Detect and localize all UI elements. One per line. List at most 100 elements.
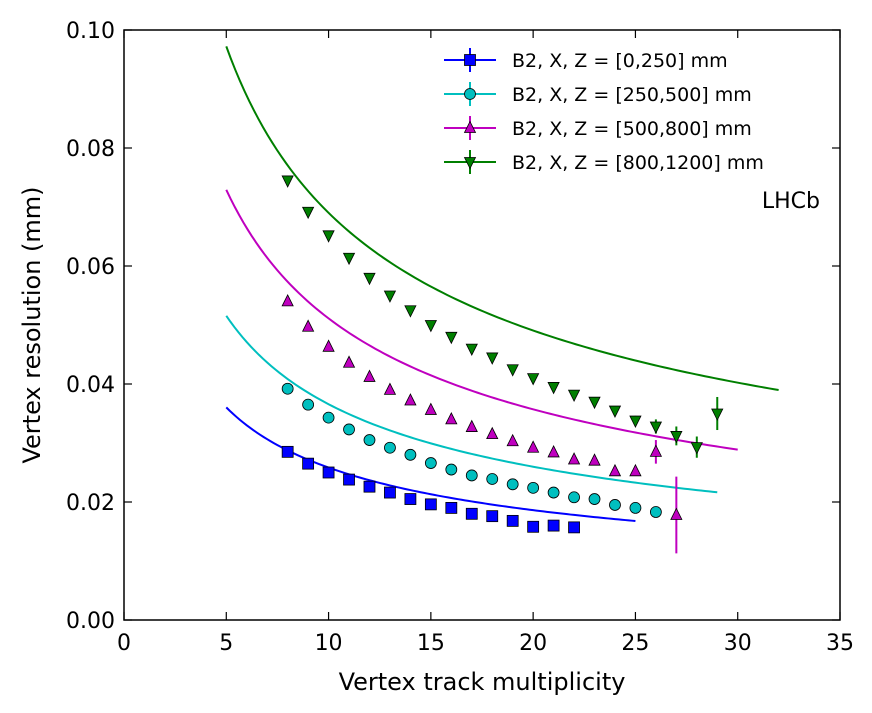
data-point — [384, 486, 396, 499]
data-point — [547, 519, 560, 532]
data-point — [281, 445, 294, 458]
data-point — [486, 510, 499, 523]
data-point — [526, 373, 540, 386]
data-point — [343, 423, 355, 436]
data-point — [445, 331, 458, 345]
data-point — [568, 491, 580, 504]
data-point — [608, 405, 622, 418]
data-point — [404, 493, 417, 505]
legend-label: B2, X, Z = [800,1200] mm — [512, 152, 764, 174]
plot-frame — [123, 29, 841, 621]
data-point — [649, 421, 663, 434]
y-tick-label: 0.10 — [66, 19, 115, 44]
data-point — [363, 434, 376, 446]
fit-curves — [225, 45, 779, 522]
data-point — [690, 442, 703, 455]
data-point — [424, 402, 438, 415]
data-point — [629, 415, 642, 428]
x-tick-label: 15 — [417, 631, 445, 656]
fit-curve-4 — [225, 45, 779, 392]
data-point — [343, 473, 355, 486]
data-point — [465, 469, 478, 482]
data-point — [322, 466, 335, 479]
data-point — [547, 445, 560, 458]
legend-marker — [463, 120, 477, 133]
data-point — [486, 426, 499, 440]
data-point — [404, 305, 417, 318]
data-point — [506, 364, 519, 377]
fit-curve-2 — [225, 315, 718, 494]
data-point — [424, 457, 437, 469]
data-point — [404, 393, 417, 406]
data-point — [302, 398, 315, 411]
data-point — [465, 419, 478, 432]
data-point — [670, 507, 683, 520]
data-point — [383, 382, 397, 395]
data-point — [568, 521, 580, 534]
data-point — [506, 433, 519, 447]
data-point — [383, 290, 397, 303]
y-tick-label: 0.00 — [66, 609, 115, 634]
data-point — [363, 369, 376, 382]
fit-curve-1 — [225, 406, 636, 522]
data-point — [567, 389, 581, 403]
fit-curve-3 — [225, 189, 738, 451]
legend-label: B2, X, Z = [500,800] mm — [512, 118, 752, 140]
legend-label: B2, X, Z = [250,500] mm — [512, 84, 752, 106]
data-point — [486, 352, 499, 365]
data-point — [445, 412, 458, 425]
y-tick-label: 0.04 — [66, 373, 115, 398]
x-tick-label: 25 — [621, 631, 649, 656]
axis-ticks: 0 5 10 15 20 25 30 35 0.00 0.02 0.04 0.06 0.08 0.10 — [66, 19, 854, 656]
data-point — [527, 481, 540, 494]
data-point — [486, 473, 499, 485]
data-point — [588, 396, 601, 410]
data-point — [322, 411, 335, 424]
lhcb-label: LHCb — [762, 189, 820, 214]
data-point — [588, 493, 601, 505]
data-point — [445, 501, 458, 514]
data-point — [363, 480, 376, 493]
data-point — [649, 506, 662, 518]
data-point — [424, 320, 438, 333]
data-point — [526, 440, 540, 453]
data-point — [608, 463, 622, 477]
data-point — [281, 294, 294, 307]
x-tick-label: 0 — [117, 631, 131, 656]
y-tick-label: 0.08 — [66, 137, 115, 162]
x-axis-label: Vertex track multiplicity — [339, 668, 626, 696]
legend: B2, X, Z = [0,250] mm B2, X, Z = [250,500… — [444, 48, 764, 174]
data-point — [649, 444, 663, 457]
legend-marker — [464, 88, 476, 100]
data-point — [322, 230, 335, 243]
data-point — [711, 408, 724, 421]
data-point — [670, 431, 683, 444]
x-tick-label: 35 — [826, 631, 854, 656]
data-point — [547, 486, 560, 499]
data-point — [384, 441, 396, 454]
data-point — [301, 206, 315, 220]
data-point — [281, 382, 294, 395]
legend-marker — [463, 157, 477, 170]
data-point — [281, 175, 294, 188]
data-point — [506, 514, 519, 527]
data-point — [609, 499, 621, 511]
x-tick-label: 5 — [219, 631, 233, 656]
data-point — [404, 448, 417, 461]
data-point — [424, 498, 437, 511]
x-tick-label: 30 — [724, 631, 752, 656]
x-tick-label: 10 — [315, 631, 343, 656]
data-point — [506, 478, 519, 491]
y-axis-label: Vertex resolution (mm) — [18, 186, 46, 463]
data-point — [301, 319, 315, 332]
data-point — [527, 520, 540, 533]
x-tick-label: 20 — [519, 631, 547, 656]
data-point — [445, 463, 458, 476]
y-tick-label: 0.06 — [66, 255, 115, 280]
data-point — [465, 343, 478, 356]
data-point — [302, 457, 315, 470]
y-tick-label: 0.02 — [66, 491, 115, 516]
data-point — [547, 382, 560, 395]
data-point — [629, 463, 642, 477]
